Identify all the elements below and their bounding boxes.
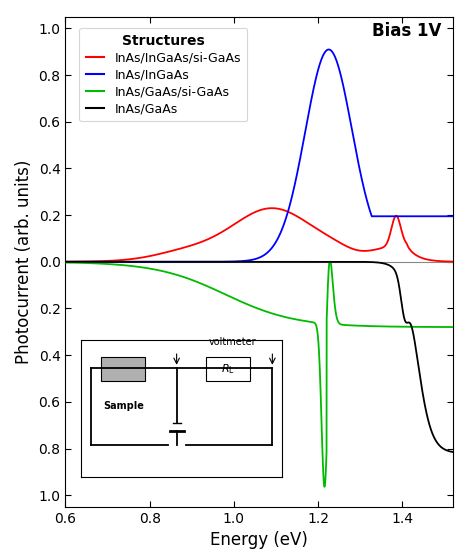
- X-axis label: Energy (eV): Energy (eV): [210, 531, 308, 549]
- Y-axis label: Photocurrent (arb. units): Photocurrent (arb. units): [15, 160, 33, 364]
- Legend: InAs/InGaAs/si-GaAs, InAs/InGaAs, InAs/GaAs/si-GaAs, InAs/GaAs: InAs/InGaAs/si-GaAs, InAs/InGaAs, InAs/G…: [79, 28, 247, 121]
- Text: Bias 1V: Bias 1V: [372, 22, 441, 40]
